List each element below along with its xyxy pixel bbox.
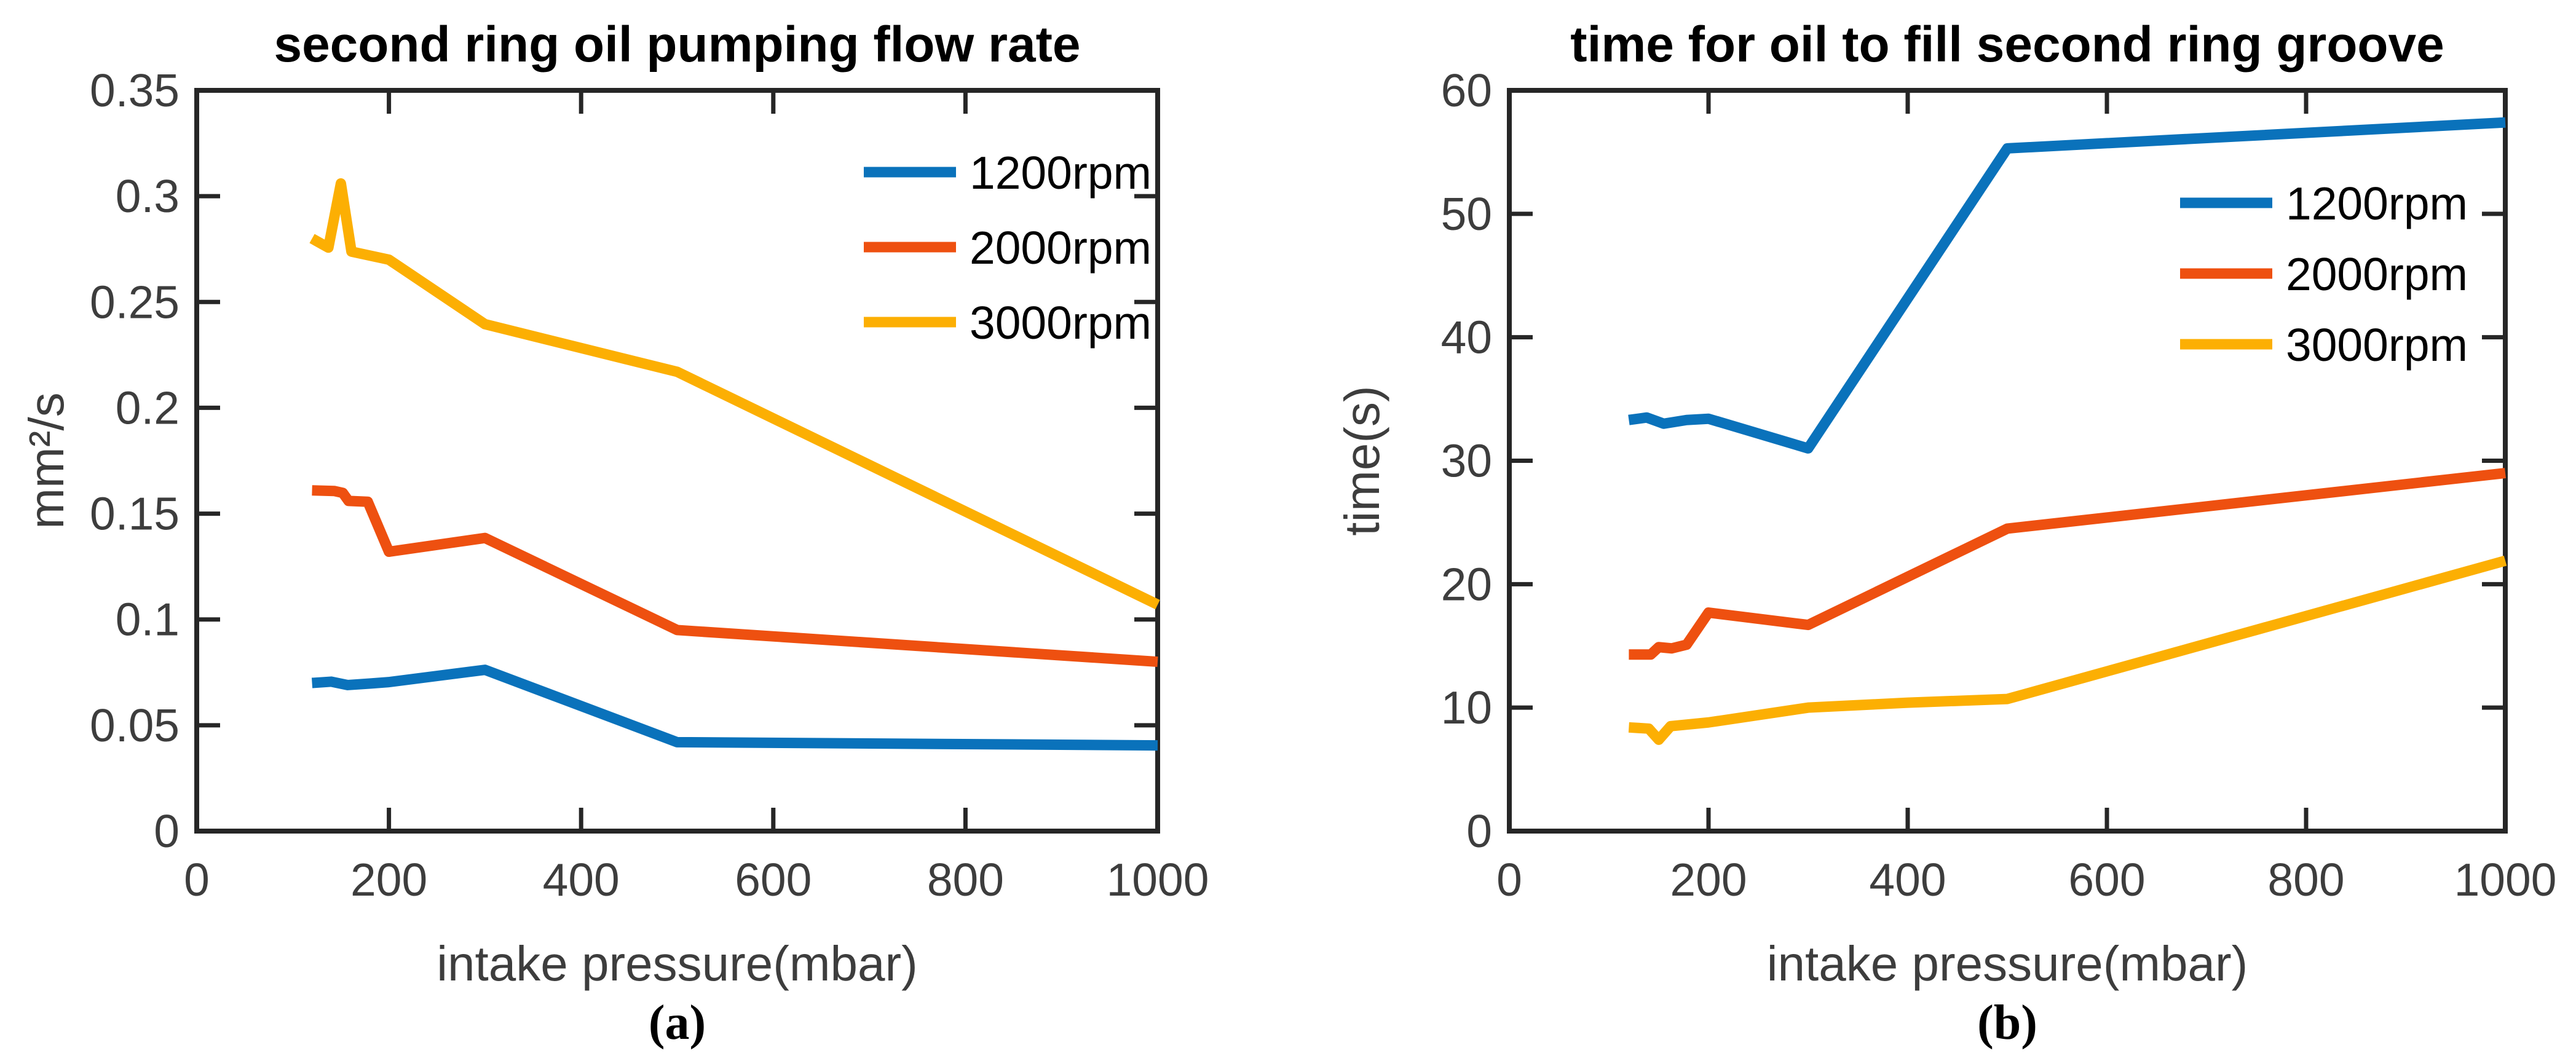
- series-line-3000rpm: [1628, 555, 2507, 745]
- panel-sublabel: (b): [1977, 996, 2037, 1050]
- x-axis-label: intake pressure(mbar): [437, 936, 918, 991]
- y-tick-label: 0.1: [116, 594, 180, 645]
- x-tick-label: 600: [735, 854, 812, 905]
- series-line-2000rpm: [1629, 468, 2506, 660]
- legend-label-3000rpm: 3000rpm: [2286, 319, 2468, 371]
- y-tick-label: 0: [1466, 805, 1492, 857]
- y-tick-label: 20: [1441, 558, 1492, 610]
- x-axis-label: intake pressure(mbar): [1767, 936, 2248, 991]
- chart-title: second ring oil pumping flow rate: [274, 17, 1080, 73]
- y-tick-label: 60: [1441, 65, 1492, 116]
- series-line-1200rpm: [311, 665, 1158, 751]
- y-tick-label: 40: [1441, 312, 1492, 363]
- series-line-2000rpm: [312, 485, 1158, 668]
- x-tick-label: 800: [2267, 854, 2344, 905]
- x-tick-label: 0: [184, 854, 210, 905]
- x-tick-label: 800: [927, 854, 1004, 905]
- x-tick-label: 0: [1496, 854, 1522, 905]
- chart-title: time for oil to fill second ring groove: [1570, 17, 2444, 73]
- series-line-1200rpm: [1628, 117, 2506, 454]
- y-tick-label: 30: [1441, 435, 1492, 487]
- legend: 1200rpm 2000rpm 3000rpm: [2180, 178, 2468, 371]
- y-tick-label: 0.05: [90, 700, 180, 751]
- legend-label-1200rpm: 1200rpm: [2286, 178, 2468, 229]
- tick-marks: [1507, 88, 2508, 834]
- y-tick-label: 0.3: [116, 170, 180, 222]
- axes-box: [194, 88, 1160, 834]
- legend-label-3000rpm: 3000rpm: [970, 297, 1152, 349]
- x-tick-label: 600: [2068, 854, 2145, 905]
- legend-label-2000rpm: 2000rpm: [2286, 248, 2468, 300]
- x-tick-label: 1000: [1107, 854, 1209, 905]
- legend-label-1200rpm: 1200rpm: [970, 147, 1152, 199]
- x-tick-label: 1000: [2454, 854, 2557, 905]
- y-axis-label: mm²/s: [19, 392, 74, 529]
- y-tick-label: 0.15: [90, 488, 180, 540]
- tick-marks: [194, 88, 1160, 834]
- x-tick-label: 200: [1670, 854, 1747, 905]
- panel-a-flow-rate-chart: 0 200 400 600 800 1000 0 0.05 0.1 0.15 0.2 0.25 0.3 0…: [19, 17, 1209, 1050]
- panel-sublabel: (a): [649, 996, 706, 1050]
- y-tick-label: 0.2: [116, 382, 180, 433]
- x-tick-label: 200: [350, 854, 427, 905]
- y-tick-label: 10: [1441, 682, 1492, 733]
- x-tick-label: 400: [1869, 854, 1946, 905]
- y-tick-label: 0.35: [90, 65, 180, 116]
- y-tick-label: 50: [1441, 188, 1492, 240]
- y-tick-label: 0.25: [90, 276, 180, 328]
- panel-b-fill-time-chart: 0 200 400 600 800 1000 0 10 20 30 40 50 60 time for o…: [1335, 17, 2556, 1050]
- legend: 1200rpm 2000rpm 3000rpm: [864, 147, 1152, 349]
- legend-label-2000rpm: 2000rpm: [970, 222, 1152, 274]
- y-axis-label: time(s): [1335, 385, 1389, 535]
- series-line-3000rpm: [309, 178, 1160, 610]
- y-tick-label: 0: [154, 805, 180, 857]
- x-tick-label: 400: [543, 854, 620, 905]
